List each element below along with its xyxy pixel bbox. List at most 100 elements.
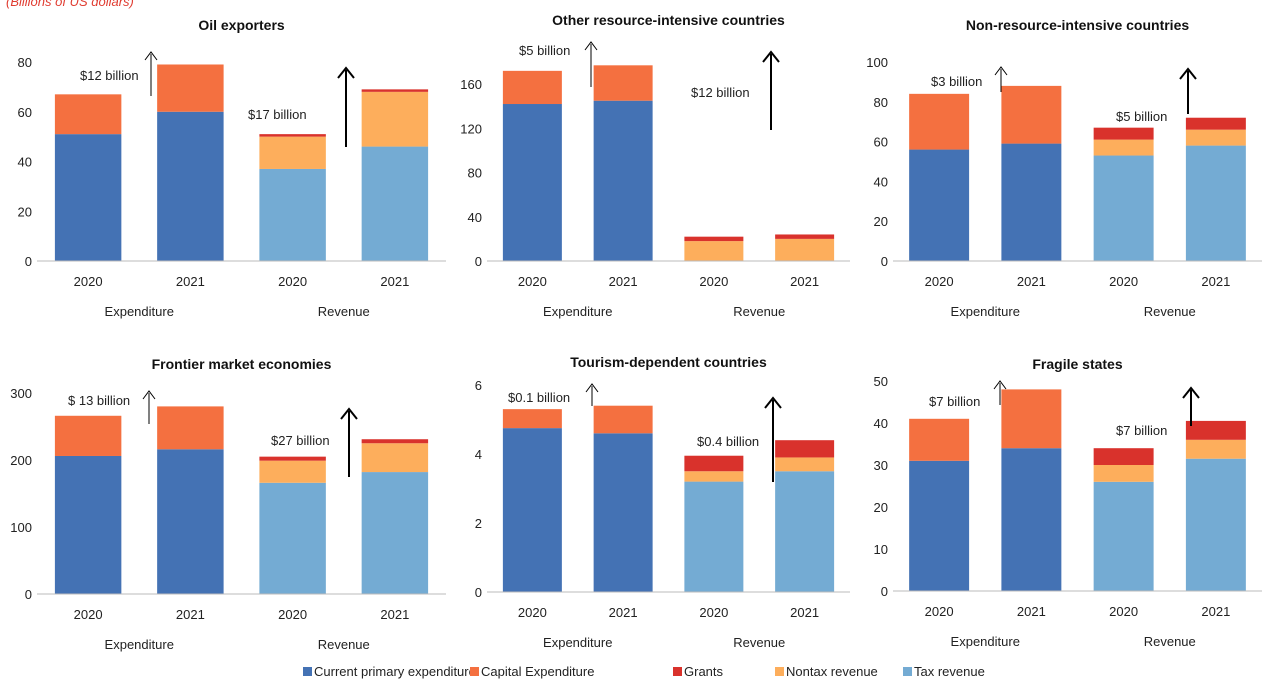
y-tick-label: 20 — [18, 204, 32, 219]
y-tick-label: 40 — [18, 155, 32, 170]
chart-title: Other resource-intensive countries — [552, 12, 785, 28]
x-tick-label: 2020 — [74, 274, 103, 289]
increase-arrow-head — [1179, 67, 1197, 80]
bar-segment — [502, 409, 562, 429]
y-tick-label: 60 — [874, 135, 888, 150]
x-tick-label: 2020 — [278, 607, 307, 622]
bar-segment — [502, 428, 562, 592]
chart-panel: Non-resource-intensive countries 0 20 40 60 8… — [866, 17, 1262, 319]
increase-arrow-head — [993, 380, 1007, 390]
x-tick-label: 2020 — [699, 274, 728, 289]
x-tick-label: 2021 — [1017, 604, 1046, 619]
bar-segment — [1001, 389, 1062, 449]
x-tick-label: 2021 — [609, 274, 638, 289]
chart-subtitle: (Billions of US dollars) — [6, 0, 134, 9]
chart-title: Fragile states — [1032, 356, 1122, 372]
annotation-label: $12 billion — [691, 85, 750, 100]
group-label: Revenue — [318, 637, 370, 652]
group-label: Expenditure — [543, 304, 612, 319]
bar-segment — [593, 405, 653, 434]
bar-segment — [502, 104, 562, 261]
x-tick-label: 2021 — [1017, 274, 1046, 289]
bar-segment — [593, 100, 653, 261]
x-tick-label: 2020 — [1109, 274, 1138, 289]
bar-segment — [1001, 143, 1062, 261]
y-tick-label: 20 — [874, 500, 888, 515]
y-tick-label: 100 — [866, 55, 888, 70]
y-tick-label: 2 — [475, 516, 482, 531]
bar-segment — [1185, 129, 1246, 146]
bar-segment — [775, 440, 835, 458]
x-tick-label: 2021 — [380, 274, 409, 289]
y-tick-label: 0 — [25, 587, 32, 602]
chart-title: Oil exporters — [198, 17, 285, 33]
increase-arrow-head — [337, 66, 355, 79]
increase-arrow-head — [584, 41, 598, 51]
legend-label: Current primary expenditure — [314, 664, 476, 679]
increase-arrow-head — [340, 407, 358, 420]
bar-segment — [361, 89, 429, 92]
x-tick-label: 2021 — [790, 274, 819, 289]
bar-segment — [361, 443, 429, 473]
bar-segment — [1185, 420, 1246, 440]
bar-segment — [361, 91, 429, 147]
bar-segment — [54, 94, 122, 135]
chart-panel: Fragile states 0 10 20 30 40 50 2020 2021 2020 202… — [874, 356, 1262, 649]
y-tick-label: 40 — [874, 174, 888, 189]
bar-segment — [1185, 117, 1246, 130]
bar-segment — [157, 64, 224, 112]
bar-segment — [909, 93, 970, 150]
y-tick-label: 100 — [10, 520, 32, 535]
y-tick-label: 20 — [874, 214, 888, 229]
y-tick-label: 10 — [874, 542, 888, 557]
legend-item: Current primary expenditure — [303, 664, 476, 679]
bar-segment — [361, 146, 429, 261]
legend-swatch — [470, 667, 479, 676]
bar-segment — [259, 136, 326, 169]
y-tick-label: 60 — [18, 105, 32, 120]
y-tick-label: 6 — [475, 378, 482, 393]
x-tick-label: 2020 — [518, 605, 547, 620]
bar-segment — [1001, 85, 1062, 144]
group-label: Revenue — [1144, 634, 1196, 649]
bar-segment — [1093, 139, 1154, 156]
x-tick-label: 2021 — [609, 605, 638, 620]
bar-segment — [259, 456, 326, 461]
increase-arrow-head — [764, 396, 782, 409]
increase-arrow-head — [144, 51, 158, 61]
bar-segment — [1093, 465, 1154, 482]
bar-segment — [54, 455, 122, 594]
legend-label: Capital Expenditure — [481, 664, 595, 679]
x-tick-label: 2020 — [699, 605, 728, 620]
x-tick-label: 2020 — [925, 604, 954, 619]
bar-segment — [259, 168, 326, 261]
annotation-label: $27 billion — [271, 433, 330, 448]
x-tick-label: 2021 — [1201, 604, 1230, 619]
bar-segment — [1093, 481, 1154, 591]
x-tick-label: 2020 — [925, 274, 954, 289]
bar-segment — [909, 460, 970, 591]
increase-arrow-head — [585, 383, 599, 393]
group-label: Expenditure — [105, 304, 174, 319]
y-tick-label: 0 — [25, 254, 32, 269]
bar-segment — [593, 65, 653, 101]
annotation-label: $0.1 billion — [508, 390, 570, 405]
bar-segment — [909, 149, 970, 261]
group-label: Expenditure — [543, 635, 612, 650]
y-tick-label: 0 — [881, 254, 888, 269]
legend-item: Tax revenue — [903, 664, 985, 679]
bar-segment — [684, 455, 744, 472]
legend-swatch — [673, 667, 682, 676]
x-tick-label: 2021 — [380, 607, 409, 622]
chart-title: Tourism-dependent countries — [570, 354, 767, 370]
bar-segment — [593, 433, 653, 592]
annotation-label: $12 billion — [80, 68, 139, 83]
annotation-label: $ 13 billion — [68, 393, 130, 408]
y-tick-label: 0 — [881, 584, 888, 599]
group-label: Expenditure — [951, 304, 1020, 319]
group-label: Expenditure — [951, 634, 1020, 649]
bar-segment — [259, 482, 326, 594]
legend-label: Nontax revenue — [786, 664, 878, 679]
legend: Current primary expenditure Capital Expen… — [0, 664, 1262, 682]
